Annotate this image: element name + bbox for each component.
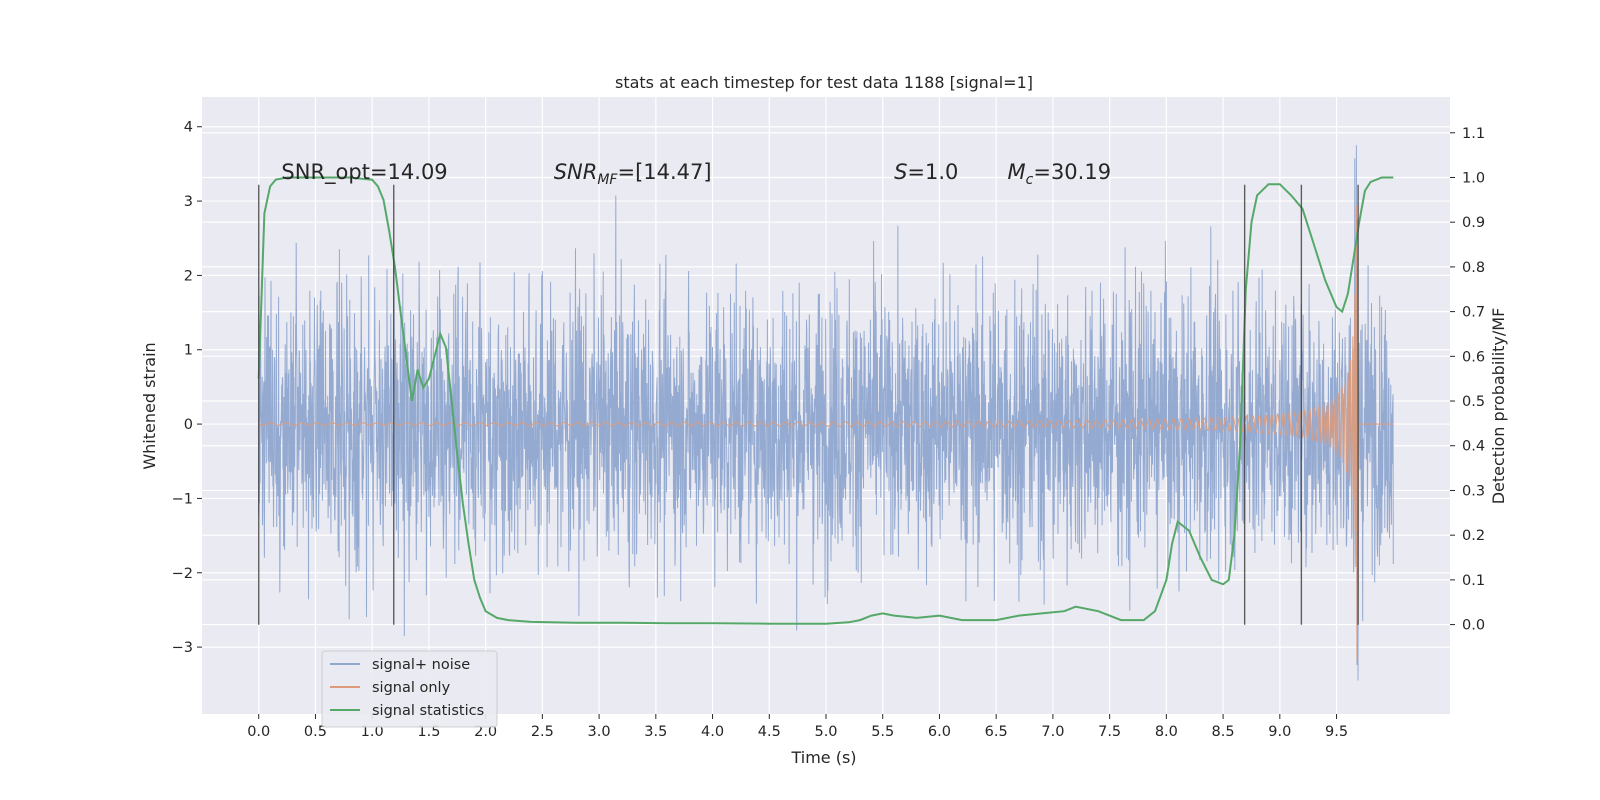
noise-series [258, 145, 1394, 681]
x-tick-label-15: 7.5 [1098, 724, 1121, 740]
y-tick-label-3: 1 [184, 343, 193, 359]
x-tick-label-17: 8.5 [1212, 724, 1235, 740]
x-tick-label-7: 3.5 [644, 724, 667, 740]
chart-title: stats at each timestep for test data 118… [615, 73, 1033, 92]
x-tick-label-0: 0.0 [247, 724, 270, 740]
annotations: SNR_opt=14.09 SNRMF=[14.47] S=1.0 Mc=30.19 [281, 160, 1111, 188]
x-tick-label-6: 3.0 [588, 724, 611, 740]
x-tick-label-3: 1.5 [417, 724, 440, 740]
legend-label-signal: signal only [372, 680, 451, 696]
x-axis-title: Time (s) [790, 748, 856, 767]
y-right-tick-label-0: 1.1 [1462, 126, 1485, 142]
x-tick-label-16: 8.0 [1155, 724, 1178, 740]
x-tick-label-10: 5.0 [814, 724, 837, 740]
y-tick-label-0: 4 [184, 120, 193, 136]
statistics-series [257, 176, 1394, 625]
y-right-tick-label-8: 0.3 [1462, 483, 1485, 499]
y-right-tick-label-9: 0.2 [1462, 528, 1485, 544]
y-right-tick-label-7: 0.4 [1462, 439, 1485, 455]
y-right-tick-label-10: 0.1 [1462, 573, 1485, 589]
y-tick-label-4: 0 [184, 417, 193, 433]
y-right-tick-label-6: 0.5 [1462, 394, 1485, 410]
x-tick-label-1: 0.5 [304, 724, 327, 740]
statistics-line [257, 176, 1394, 625]
signal-series [258, 205, 1394, 661]
annotation-3: Mc=30.19 [1008, 160, 1112, 188]
annotation-1: SNRMF=[14.47] [554, 160, 712, 188]
y-right-tick-label-3: 0.8 [1462, 260, 1485, 276]
y-right-axis-ticks: 1.1 1.0 0.9 0.8 0.7 0.6 0.5 0.4 0.3 0.2 0.1 0.0 [1450, 126, 1485, 634]
y-axis-title: Whitened strain [140, 342, 159, 469]
y-axis-ticks: 4 3 2 1 0 −1 −2 −3 [172, 120, 202, 656]
y-right-tick-label-4: 0.7 [1462, 305, 1485, 321]
y-right-tick-label-5: 0.6 [1462, 349, 1485, 365]
y-tick-label-7: −3 [172, 640, 193, 656]
y-tick-label-2: 2 [184, 268, 193, 284]
y-right-tick-label-2: 0.9 [1462, 215, 1485, 231]
x-tick-label-14: 7.0 [1041, 724, 1064, 740]
annotation-0: SNR_opt=14.09 [281, 160, 447, 185]
x-tick-label-4: 2.0 [474, 724, 497, 740]
x-tick-label-5: 2.5 [531, 724, 554, 740]
x-tick-label-12: 6.0 [928, 724, 951, 740]
y-tick-label-1: 3 [184, 194, 193, 210]
legend-box [321, 650, 498, 728]
y-tick-label-6: −2 [172, 566, 193, 582]
x-tick-label-8: 4.0 [701, 724, 724, 740]
annotation-2: S=1.0 [894, 160, 958, 184]
x-tick-label-13: 6.5 [985, 724, 1008, 740]
x-tick-label-19: 9.5 [1325, 724, 1348, 740]
x-tick-label-18: 9.0 [1268, 724, 1291, 740]
signal-line [258, 205, 1394, 661]
y-right-axis-title: Detection probability/MF [1489, 308, 1508, 505]
y-right-tick-label-11: 0.0 [1462, 618, 1485, 634]
legend-label-statistics: signal statistics [372, 703, 484, 719]
x-tick-label-11: 5.5 [871, 724, 894, 740]
noise-line [258, 145, 1394, 681]
legend: signal+ noise signal only signal statist… [321, 650, 498, 728]
x-tick-label-9: 4.5 [758, 724, 781, 740]
y-tick-label-5: −1 [172, 491, 193, 507]
y-right-tick-label-1: 1.0 [1462, 170, 1485, 186]
x-tick-label-2: 1.0 [361, 724, 384, 740]
legend-label-noise: signal+ noise [372, 657, 470, 673]
x-axis-ticks: 0.0 0.5 1.0 1.5 2.0 2.5 3.0 3.5 4.0 4.5 5.0 5.5 6.0 6… [247, 714, 1348, 740]
vertical-markers [258, 184, 1359, 625]
